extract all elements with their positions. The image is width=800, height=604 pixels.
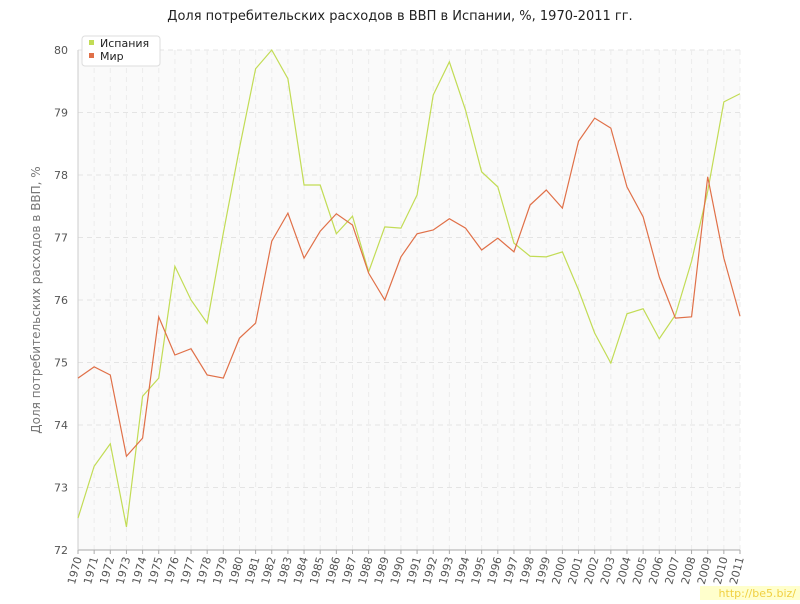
legend-label: Испания xyxy=(100,37,149,50)
y-tick-label: 78 xyxy=(54,169,68,182)
y-tick-label: 73 xyxy=(54,482,68,495)
watermark-bg xyxy=(700,586,800,600)
y-tick-label: 76 xyxy=(54,294,68,307)
y-axis-label: Доля потребительских расходов в ВВП, % xyxy=(29,166,43,433)
legend-swatch xyxy=(89,53,94,58)
y-tick-label: 77 xyxy=(54,232,68,245)
y-tick-label: 72 xyxy=(54,544,68,557)
legend-box xyxy=(81,35,161,67)
y-tick-label: 74 xyxy=(54,419,68,432)
series-line xyxy=(77,117,741,458)
legend-swatch xyxy=(89,40,94,45)
y-tick-label: 75 xyxy=(54,357,68,370)
y-tick-label: 79 xyxy=(54,107,68,120)
legend-label: Мир xyxy=(100,50,124,63)
series-line xyxy=(77,48,741,527)
chart-title: Доля потребительских расходов в ВВП в Ис… xyxy=(167,9,632,24)
watermark: http://be5.biz/ xyxy=(719,587,797,600)
y-tick-label: 80 xyxy=(54,44,68,57)
